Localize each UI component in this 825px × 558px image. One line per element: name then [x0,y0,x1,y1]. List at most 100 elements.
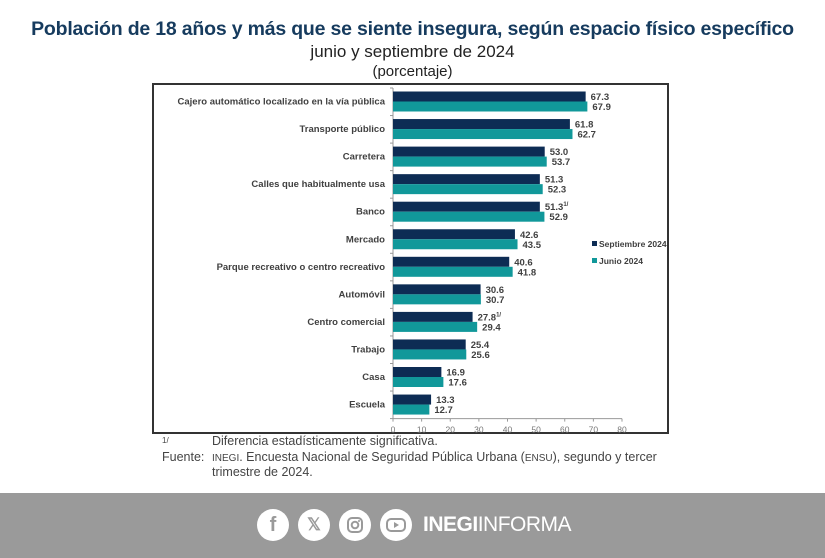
x-tick-label: 0 [391,425,396,434]
bar-junio [393,404,430,415]
bar-junio [393,101,588,112]
x-glyph: 𝕏 [307,515,321,534]
brand-light: INFORMA [477,513,572,536]
footnote-note: Diferencia estadísticamente significativ… [212,434,438,448]
category-label: Parque recreativo o centro recreativo [217,262,386,273]
data-label: 62.7 [577,130,596,141]
facebook-icon[interactable]: f [257,509,289,541]
data-label: 53.7 [552,157,571,168]
bar-septiembre [393,174,540,185]
bar-junio [393,349,467,360]
facebook-glyph: f [269,513,277,536]
source-line2: trimestre de 2024. [212,465,313,479]
data-label: 42.6 [520,230,539,241]
data-label: 30.7 [486,295,505,306]
data-label: 41.8 [518,267,537,278]
bar-junio [393,239,518,250]
category-label: Escuela [349,400,386,411]
chart-frame [152,83,669,434]
footer-bar [0,493,825,558]
significance-marker: 1/ [496,312,501,318]
x-tick-label: 80 [617,425,627,434]
data-label: 16.9 [446,368,465,379]
category-label: Carretera [343,152,386,163]
category-label: Mercado [346,234,385,245]
x-tick-label: 40 [503,425,513,434]
x-tick-label: 70 [589,425,599,434]
bar-junio [393,184,543,195]
data-label: 13.3 [436,395,455,406]
category-label: Calles que habitualmente usa [251,179,385,190]
footnote-marker: 1/ [162,436,169,445]
bar-junio [393,294,481,305]
youtube-icon[interactable] [380,509,412,541]
youtube-glyph [386,518,406,532]
data-label: 40.6 [514,257,533,268]
data-label: 53.0 [550,147,569,158]
bar-septiembre [393,394,432,405]
bar-septiembre [393,256,510,267]
category-label: Centro comercial [307,317,385,328]
bar-chart: 0 10 20 30 40 50 60 70 80 Cajero automático local… [178,87,667,434]
source-line1-end: ), segundo y tercer [552,450,657,464]
source-text: INEGI. Encuesta Nacional de Seguridad Pú… [212,450,657,464]
legend-label: Septiembre 2024 [599,239,667,249]
bar-junio [393,129,573,140]
bar-septiembre [393,229,515,240]
data-label: 17.6 [448,378,467,389]
source-label: Fuente: [162,450,205,464]
data-label: 52.3 [548,185,567,196]
data-label: 51.31/ [545,202,569,213]
category-label: Banco [356,207,385,218]
significance-marker: 1/ [563,202,568,208]
source-abbr: ENSU [524,453,553,464]
data-label: 61.8 [575,120,594,131]
bar-septiembre [393,146,545,157]
data-label: 25.4 [471,340,490,351]
bar-septiembre [393,339,466,350]
x-icon[interactable]: 𝕏 [298,509,330,541]
chart-unit: (porcentaje) [372,63,453,80]
bar-junio [393,266,513,277]
chart-title: Población de 18 años y más que se siente… [31,18,794,40]
bar-septiembre [393,311,473,322]
legend-swatch [592,258,597,263]
x-tick-label: 50 [531,425,541,434]
bar-septiembre [393,367,442,377]
bar-septiembre [393,201,540,212]
category-label: Trabajo [351,344,385,355]
category-label: Automóvil [339,289,385,300]
bar-septiembre [393,284,481,295]
bar-junio [393,211,545,222]
category-label: Casa [362,372,385,383]
instagram-icon[interactable] [339,509,371,541]
x-tick-label: 20 [446,425,456,434]
inegi-informa-logo[interactable]: INEGIINFORMA [423,513,572,537]
legend-swatch [592,241,597,246]
bar-septiembre [393,91,586,102]
bar-septiembre [393,119,570,130]
data-label: 67.3 [591,92,610,103]
legend-label: Junio 2024 [599,256,643,266]
category-label: Cajero automático localizado en la vía p… [178,97,386,108]
brand-bold: INEGI [423,513,478,536]
chart-subtitle: junio y septiembre de 2024 [310,42,515,61]
x-tick-label: 60 [560,425,570,434]
bar-junio [393,156,547,167]
x-tick-label: 30 [474,425,484,434]
data-label: 12.7 [434,405,453,416]
data-label: 51.3 [545,175,564,186]
data-label: 25.6 [471,350,490,361]
data-label: 52.9 [549,212,568,223]
category-label: Transporte público [299,124,385,135]
x-tick-label: 10 [417,425,427,434]
source-org: INEGI [212,453,240,464]
bar-junio [393,377,444,387]
data-label: 27.81/ [478,312,502,323]
data-label: 67.9 [592,102,611,113]
instagram-glyph [347,517,363,533]
data-label: 30.6 [486,285,505,296]
bar-junio [393,321,478,332]
data-label: 29.4 [482,322,501,333]
source-line1: . Encuesta Nacional de Seguridad Pública… [239,450,525,464]
